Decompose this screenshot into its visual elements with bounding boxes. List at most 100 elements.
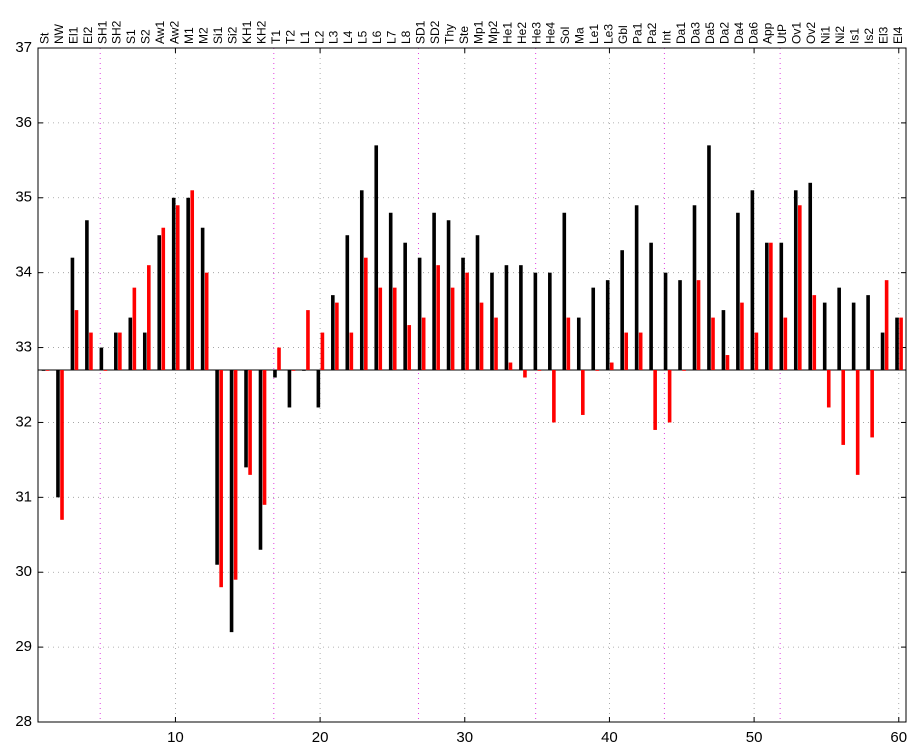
bar xyxy=(157,235,162,371)
bar xyxy=(822,302,827,371)
bar xyxy=(552,370,556,423)
category-label: SH2 xyxy=(110,20,124,44)
bar xyxy=(504,265,509,371)
y-tick-label: 32 xyxy=(15,413,32,430)
bar xyxy=(725,355,730,371)
bar xyxy=(302,370,306,371)
bar xyxy=(421,317,426,371)
category-label: L2 xyxy=(312,30,326,44)
category-label: El3 xyxy=(876,26,890,44)
bar xyxy=(609,362,614,371)
category-label: Pa1 xyxy=(631,22,645,44)
category-label: Ov2 xyxy=(804,22,818,44)
category-label: SD1 xyxy=(414,20,428,44)
x-tick-label: 20 xyxy=(312,729,329,746)
bar xyxy=(707,145,711,371)
bar xyxy=(533,272,538,371)
x-tick-label: 50 xyxy=(746,729,763,746)
bar xyxy=(446,220,451,371)
category-label: Da6 xyxy=(746,22,760,44)
bar xyxy=(508,362,513,371)
bar xyxy=(60,370,64,520)
bar xyxy=(85,220,89,371)
category-label: M1 xyxy=(182,27,196,44)
category-label: M2 xyxy=(197,27,211,44)
bar xyxy=(682,370,686,371)
category-label: He1 xyxy=(500,22,514,44)
x-tick-label: 10 xyxy=(167,729,184,746)
category-label: T2 xyxy=(283,30,297,44)
category-label: L5 xyxy=(356,30,370,44)
bar xyxy=(306,310,310,371)
bar xyxy=(837,287,841,371)
bar xyxy=(331,295,335,371)
bar xyxy=(519,265,523,371)
category-label: Pa2 xyxy=(645,22,659,44)
bar xyxy=(99,347,104,371)
bar xyxy=(219,370,223,588)
bar xyxy=(132,287,137,371)
bar xyxy=(634,205,639,371)
bar xyxy=(769,242,773,371)
bar xyxy=(826,370,831,408)
category-label: Le3 xyxy=(602,24,616,44)
category-label: El4 xyxy=(891,26,905,44)
category-label: Gbl xyxy=(616,25,630,44)
bar xyxy=(273,370,277,378)
y-tick-label: 28 xyxy=(15,713,32,730)
category-label: SD2 xyxy=(428,20,442,44)
category-label: Da5 xyxy=(703,22,717,44)
bar xyxy=(581,370,585,415)
bar xyxy=(378,287,383,371)
bar xyxy=(89,332,93,371)
bar xyxy=(779,242,784,371)
bar xyxy=(388,212,393,371)
y-tick-label: 36 xyxy=(15,114,32,131)
category-label: Si2 xyxy=(225,26,239,44)
bar xyxy=(605,280,610,371)
bar xyxy=(595,370,600,371)
category-label: L1 xyxy=(298,30,312,44)
bar xyxy=(403,242,407,371)
category-label: He3 xyxy=(529,22,543,44)
bar xyxy=(870,370,874,438)
bar xyxy=(392,287,397,371)
bar xyxy=(537,370,542,371)
category-label: He2 xyxy=(515,22,529,44)
bar xyxy=(465,272,469,371)
category-label: Thy xyxy=(442,24,456,44)
category-label: Ov1 xyxy=(790,22,804,44)
category-label: NW xyxy=(52,23,66,44)
bar xyxy=(190,190,195,371)
category-label: App xyxy=(761,22,775,44)
category-label: He4 xyxy=(544,22,558,44)
bar xyxy=(204,272,209,371)
bar xyxy=(364,257,368,371)
category-label: S2 xyxy=(139,29,153,44)
bar xyxy=(128,317,133,371)
category-label: Da1 xyxy=(674,22,688,44)
bar xyxy=(461,257,465,371)
bar xyxy=(711,317,715,371)
bar xyxy=(736,212,740,371)
category-label: Aw2 xyxy=(168,21,182,44)
bar xyxy=(229,370,234,633)
category-label: Da4 xyxy=(732,22,746,44)
y-tick-label: 29 xyxy=(15,638,32,655)
bar xyxy=(118,332,122,371)
bar xyxy=(432,212,436,371)
bar xyxy=(620,250,624,371)
category-label: L3 xyxy=(327,30,341,44)
bar xyxy=(548,272,552,371)
category-label: Ma xyxy=(573,27,587,44)
bar xyxy=(808,182,813,371)
bar xyxy=(335,302,339,371)
category-label: Si1 xyxy=(211,26,225,44)
y-tick-label: 37 xyxy=(15,39,32,56)
bar xyxy=(70,257,75,371)
bar xyxy=(200,227,205,371)
bar xyxy=(417,257,422,371)
y-tick-label: 33 xyxy=(15,339,32,356)
bar xyxy=(114,332,118,371)
